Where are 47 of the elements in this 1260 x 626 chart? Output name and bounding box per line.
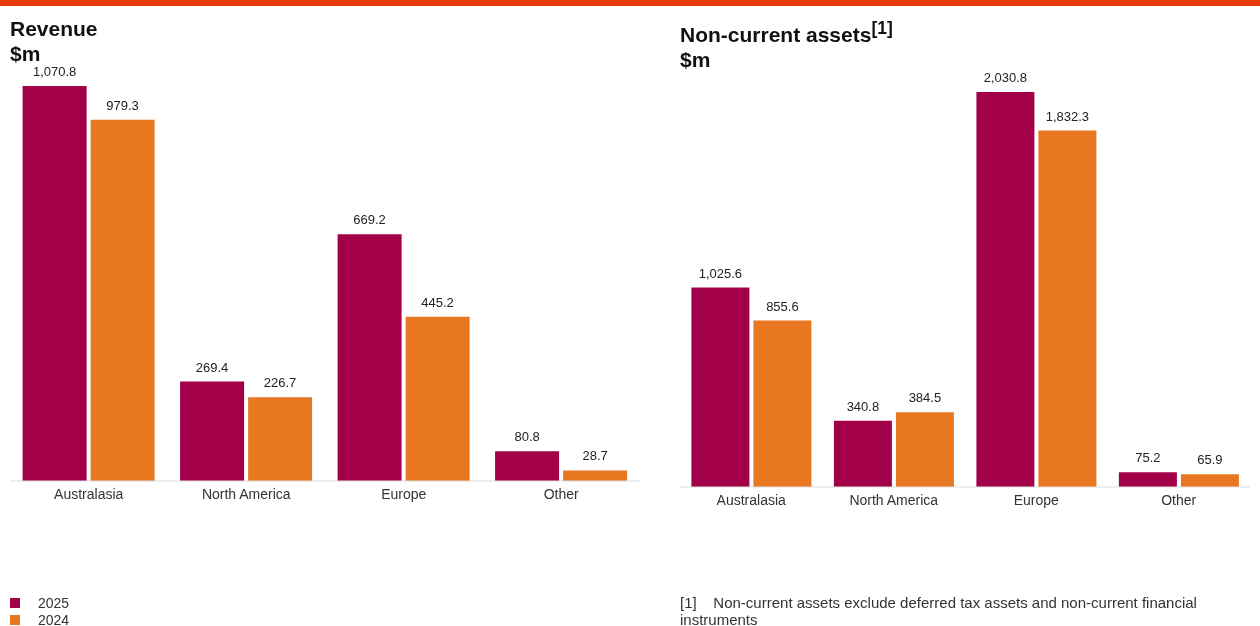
bar <box>337 234 402 481</box>
bar <box>691 287 750 487</box>
legend-label: 2024 <box>38 611 70 626</box>
bar <box>495 451 560 481</box>
x-tick-label: Other <box>543 485 580 502</box>
x-tick-label: North America <box>849 491 939 508</box>
chart-subtitle: $m <box>680 48 711 71</box>
x-tick-label: Australasia <box>716 491 787 508</box>
data-label: 384.5 <box>908 390 942 406</box>
bar <box>895 412 954 487</box>
data-label: 75.2 <box>1135 450 1161 466</box>
data-label: 28.7 <box>582 448 608 464</box>
bar <box>976 92 1035 487</box>
bar <box>248 397 313 481</box>
bar <box>1038 130 1097 487</box>
data-label: 669.2 <box>353 212 386 228</box>
bar <box>90 119 155 481</box>
text: [1] Non-current assets exclude deferred tax assets and non-current financial instruments <box>680 594 1198 626</box>
data-label: 2,030.8 <box>983 70 1028 85</box>
legend-label: 2025 <box>38 594 70 611</box>
bar <box>22 86 87 481</box>
chart-title: Non-current assets$^{[1]}$ <box>680 17 894 47</box>
bar <box>1118 472 1177 487</box>
x-tick-label: Europe <box>1013 491 1060 508</box>
data-label: 340.8 <box>846 398 880 414</box>
bar <box>405 316 470 481</box>
bar <box>180 381 245 481</box>
data-label: 226.7 <box>263 375 297 391</box>
data-label: 80.8 <box>514 429 540 445</box>
data-label: 855.6 <box>766 298 799 314</box>
bar <box>833 420 892 487</box>
data-label: 1,025.6 <box>698 265 743 281</box>
bar <box>563 470 628 481</box>
data-label: 1,070.8 <box>32 64 77 79</box>
x-tick-label: Other <box>1161 491 1197 508</box>
data-label: 445.2 <box>421 294 454 310</box>
data-label: 1,832.3 <box>1045 108 1090 124</box>
bar <box>753 320 812 487</box>
x-tick-label: Europe <box>381 485 427 502</box>
bar <box>1180 474 1239 487</box>
data-label: 65.9 <box>1197 452 1223 468</box>
data-label: 269.4 <box>195 359 229 375</box>
x-tick-label: Australasia <box>54 485 124 502</box>
chart-subtitle: $m <box>10 41 42 66</box>
data-label: 979.3 <box>106 97 139 113</box>
x-tick-label: North America <box>201 485 291 502</box>
chart-title: Revenue <box>10 16 99 41</box>
